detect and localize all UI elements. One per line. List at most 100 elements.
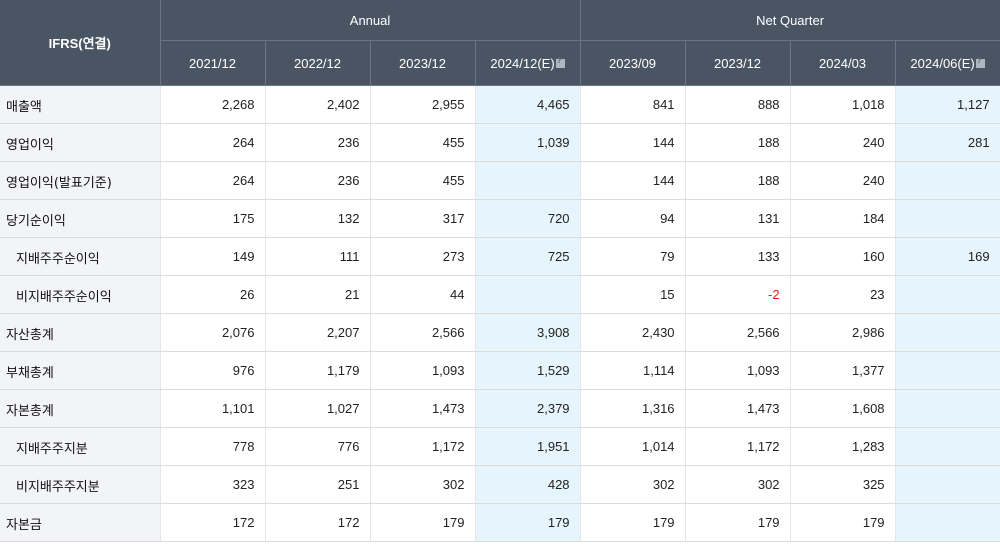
table-cell: 1,101: [160, 389, 266, 428]
row-label[interactable]: 부채총계: [0, 351, 161, 390]
table-cell: 184: [790, 199, 896, 238]
row-label[interactable]: 당기순이익: [0, 199, 161, 238]
row-label[interactable]: 자본금: [0, 503, 161, 542]
table-cell: 133: [685, 237, 791, 276]
table-body: 매출액 2,268 2,402 2,955 4,465 841 888 1,018 1,127 영…: [0, 85, 1000, 542]
table-cell: 15: [580, 275, 686, 314]
table-cell: 2,076: [160, 313, 266, 352]
table-cell: 1,093: [370, 351, 476, 390]
table-row: 영업이익 264 236 455 1,039 144 188 240 281: [0, 123, 1000, 162]
table-cell: 1,316: [580, 389, 686, 428]
table-cell: 302: [685, 465, 791, 504]
table-cell: 251: [265, 465, 371, 504]
table-cell: 3,908: [475, 313, 581, 352]
table-cell: 44: [370, 275, 476, 314]
table-cell: 264: [160, 123, 266, 162]
table-cell: [895, 275, 1000, 314]
table-cell: 317: [370, 199, 476, 238]
table-cell: 236: [265, 161, 371, 200]
table-cell: 1,608: [790, 389, 896, 428]
table-row: 영업이익(발표기준) 264 236 455 144 188 240: [0, 161, 1000, 200]
row-label[interactable]: 지배주주순이익: [0, 237, 161, 276]
column-header: 2023/09: [580, 40, 686, 86]
table-cell: 240: [790, 161, 896, 200]
table-cell: 2,955: [370, 85, 476, 124]
table-cell: 175: [160, 199, 266, 238]
column-header: 2024/03: [790, 40, 896, 86]
table-cell: 2,566: [370, 313, 476, 352]
table-cell: 325: [790, 465, 896, 504]
table-cell: 1,039: [475, 123, 581, 162]
table-cell: 188: [685, 161, 791, 200]
table-cell: 725: [475, 237, 581, 276]
row-label[interactable]: 비지배주주순이익: [0, 275, 161, 314]
estimate-info-icon[interactable]: [975, 56, 985, 68]
table-cell: 302: [370, 465, 476, 504]
row-label[interactable]: 비지배주주지분: [0, 465, 161, 504]
table-row: 자산총계 2,076 2,207 2,566 3,908 2,430 2,566 2,986: [0, 313, 1000, 352]
row-label[interactable]: 영업이익: [0, 123, 161, 162]
table-cell: [475, 275, 581, 314]
table-cell: 179: [370, 503, 476, 542]
table-cell: 1,283: [790, 427, 896, 466]
table-cell: 1,529: [475, 351, 581, 390]
table-cell: 111: [265, 237, 371, 276]
table-row: 비지배주주순이익 26 21 44 15 -2 23: [0, 275, 1000, 314]
table-cell: -2: [685, 275, 791, 314]
table-cell: 144: [580, 123, 686, 162]
table-cell: 273: [370, 237, 476, 276]
column-header: 2022/12: [265, 40, 371, 86]
row-label[interactable]: 자본총계: [0, 389, 161, 428]
table-cell: [895, 199, 1000, 238]
table-row: 지배주주순이익 149 111 273 725 79 133 160 169: [0, 237, 1000, 276]
table-cell: 778: [160, 427, 266, 466]
table-cell: 1,014: [580, 427, 686, 466]
table-cell: 888: [685, 85, 791, 124]
table-row: 비지배주주지분 323 251 302 428 302 302 325: [0, 465, 1000, 504]
table-cell: 2,379: [475, 389, 581, 428]
table-cell: 2,566: [685, 313, 791, 352]
row-label[interactable]: 지배주주지분: [0, 427, 161, 466]
table-cell: 2,402: [265, 85, 371, 124]
table-cell: [895, 389, 1000, 428]
table-cell: 188: [685, 123, 791, 162]
table-cell: 79: [580, 237, 686, 276]
table-cell: 179: [685, 503, 791, 542]
column-header: 2023/12: [370, 40, 476, 86]
row-label[interactable]: 매출액: [0, 85, 161, 124]
table-cell: 132: [265, 199, 371, 238]
table-cell: 720: [475, 199, 581, 238]
column-header: 2024/06(E): [895, 40, 1000, 86]
table-cell: 236: [265, 123, 371, 162]
table-cell: 160: [790, 237, 896, 276]
table-cell: 149: [160, 237, 266, 276]
table-cell: 323: [160, 465, 266, 504]
financial-summary-table: IFRS(연결) Annual Net Quarter 2021/12 2022…: [0, 0, 1000, 542]
table-cell: 21: [265, 275, 371, 314]
table-cell: [475, 161, 581, 200]
table-cell: 428: [475, 465, 581, 504]
row-label[interactable]: 자산총계: [0, 313, 161, 352]
table-cell: 281: [895, 123, 1000, 162]
table-cell: 2,268: [160, 85, 266, 124]
table-cell: 1,473: [685, 389, 791, 428]
table-cell: 1,027: [265, 389, 371, 428]
column-header: 2024/12(E): [475, 40, 581, 86]
table-cell: 1,018: [790, 85, 896, 124]
row-label[interactable]: 영업이익(발표기준): [0, 161, 161, 200]
table-cell: 776: [265, 427, 371, 466]
table-cell: 1,179: [265, 351, 371, 390]
table-cell: 131: [685, 199, 791, 238]
column-header: 2023/12: [685, 40, 791, 86]
table-cell: 264: [160, 161, 266, 200]
estimate-info-icon[interactable]: [555, 56, 565, 68]
table-cell: 240: [790, 123, 896, 162]
table-cell: 976: [160, 351, 266, 390]
table-cell: 1,473: [370, 389, 476, 428]
table-cell: 455: [370, 161, 476, 200]
table-cell: 179: [790, 503, 896, 542]
table-cell: 169: [895, 237, 1000, 276]
table-cell: 1,172: [370, 427, 476, 466]
table-row: 지배주주지분 778 776 1,172 1,951 1,014 1,172 1,283: [0, 427, 1000, 466]
table-row: 자본총계 1,101 1,027 1,473 2,379 1,316 1,473 1,608: [0, 389, 1000, 428]
